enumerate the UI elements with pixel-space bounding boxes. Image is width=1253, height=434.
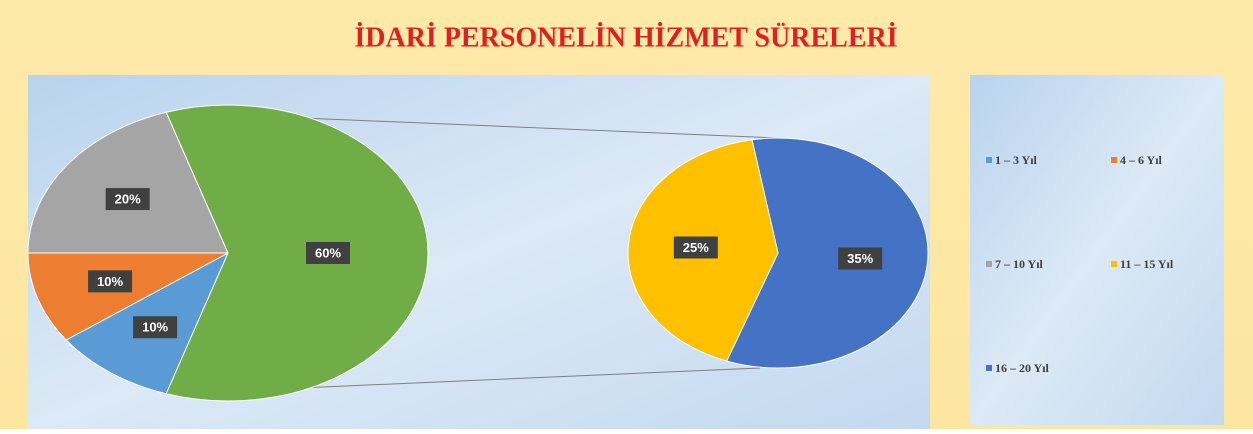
data-label-box <box>105 188 150 211</box>
legend-swatch <box>1111 157 1117 163</box>
pie-slice <box>165 104 429 402</box>
legend-label: 16 – 20 Yıl <box>995 361 1050 375</box>
pie-slice <box>27 111 229 254</box>
data-label: 20% <box>115 192 141 207</box>
data-label-box <box>88 270 133 293</box>
legend-label: 4 – 6 Yıl <box>1120 153 1163 167</box>
legend-label: 11 – 15 Yıl <box>1120 257 1174 271</box>
data-label-box <box>673 236 718 259</box>
pie-slice <box>27 252 229 341</box>
legend-label: 7 – 10 Yıl <box>995 257 1044 271</box>
data-label: 25% <box>683 240 709 255</box>
chart-title: İDARİ PERSONELİN HİZMET SÜRELERİ <box>354 22 897 53</box>
data-label: 60% <box>315 245 341 260</box>
pie-slice <box>725 137 929 369</box>
data-label: 35% <box>847 251 873 266</box>
legend-swatch <box>986 261 992 267</box>
data-label-box <box>133 316 178 339</box>
legend-swatch <box>986 365 992 371</box>
data-label: 10% <box>142 320 168 335</box>
data-label: 10% <box>97 274 123 289</box>
data-label-box <box>838 247 883 270</box>
data-label-box <box>306 242 350 264</box>
legend-panel <box>970 75 1224 425</box>
legend-swatch <box>1111 261 1117 267</box>
legend-swatch <box>986 157 992 163</box>
legend-label: 1 – 3 Yıl <box>995 153 1038 167</box>
